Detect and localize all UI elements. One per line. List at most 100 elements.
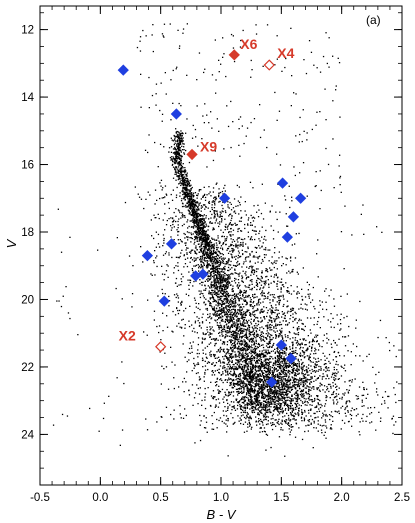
field-star-dot [184,195,186,197]
field-star-dot [274,331,276,333]
field-star-dot [209,278,212,280]
field-star-dot [220,275,222,278]
field-star-dot [247,345,249,347]
field-star-dot [261,290,264,292]
field-star-dot [218,328,220,330]
field-star-dot [153,260,155,262]
field-star-dot [246,336,248,338]
field-star-dot [215,285,217,287]
field-star-dot [228,332,230,334]
field-star-dot [215,287,217,289]
field-star-dot [240,325,242,327]
field-star-dot [210,251,212,253]
field-star-dot [227,366,229,368]
field-star-dot [245,361,247,363]
field-star-dot [318,343,320,345]
field-star-dot [261,270,263,272]
field-star-dot [288,270,290,272]
field-star-dot [263,295,265,297]
field-star-dot [211,317,213,319]
field-star-dot [253,325,256,327]
field-star-dot [308,395,311,398]
field-star-dot [270,392,272,394]
field-star-dot [197,206,199,208]
field-star-dot [214,222,216,224]
field-star-dot [259,411,261,413]
field-star-dot [194,204,196,206]
field-star-dot [227,247,229,250]
field-star-dot [218,326,220,328]
field-star-dot [205,353,207,355]
field-star-dot [231,316,233,318]
field-star-dot [223,258,225,260]
field-star-dot [269,329,271,331]
field-star-dot [243,396,245,398]
field-star-dot [254,293,256,295]
field-star-dot [223,361,225,363]
field-star-dot [252,375,254,377]
field-star-dot [252,220,255,222]
field-star-dot [256,316,258,319]
field-star-dot [230,336,233,338]
field-star-dot [182,276,184,278]
field-star-dot [214,290,216,292]
field-star-dot [203,376,205,378]
field-star-dot [185,192,187,194]
field-star-dot [346,293,348,295]
field-star-dot [168,207,170,210]
field-star-dot [178,161,180,163]
field-star-dot [238,252,240,254]
field-star-dot [221,301,223,303]
field-star-dot [259,369,261,371]
field-star-dot [274,407,276,410]
field-star-dot [219,264,221,266]
field-star-dot [255,395,257,398]
field-star-dot [256,359,258,362]
field-star-dot [232,302,234,305]
field-star-dot [197,403,199,405]
field-star-dot [248,256,250,258]
field-star-dot [211,292,213,294]
field-star-dot [180,173,182,175]
field-star-dot [221,235,223,238]
field-star-dot [183,187,185,190]
field-star-dot [250,369,252,371]
field-star-dot [187,198,189,200]
field-star-dot [179,139,181,141]
field-star-dot [218,309,221,311]
field-star-dot [288,290,290,293]
field-star-dot [178,170,181,172]
field-star-dot [227,331,229,333]
field-star-dot [225,305,227,307]
field-star-dot [215,300,217,302]
field-star-dot [200,236,202,238]
field-star-dot [322,373,324,375]
field-star-dot [175,166,177,168]
field-star-dot [207,249,210,251]
field-star-dot [205,287,207,290]
field-star-dot [206,362,209,364]
field-star-dot [208,279,211,281]
field-star-dot [272,296,275,298]
field-star-dot [251,362,253,364]
field-star-dot [389,349,391,352]
field-star-dot [243,330,245,332]
field-star-dot [166,264,168,266]
field-star-dot [228,377,230,379]
field-star-dot [293,332,295,334]
field-star-dot [150,273,152,275]
field-star-dot [197,343,199,346]
field-star-dot [250,407,253,409]
field-star-dot [210,355,212,358]
field-star-dot [235,243,237,245]
field-star-dot [270,388,272,390]
field-star-dot [226,381,228,383]
field-star-dot [216,244,218,246]
field-star-dot [280,383,283,385]
field-star-dot [190,205,192,208]
field-star-dot [221,274,223,276]
field-star-dot [294,318,296,320]
field-star-dot [350,418,352,420]
field-star-dot [253,205,255,207]
field-star-dot [237,303,239,306]
